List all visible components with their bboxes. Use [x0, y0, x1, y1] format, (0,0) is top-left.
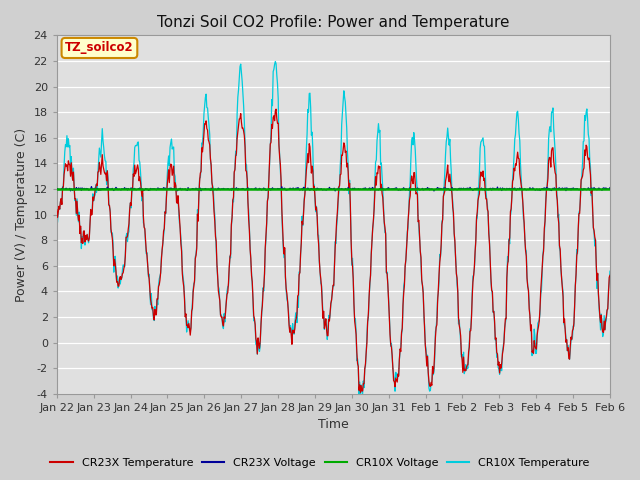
- Text: TZ_soilco2: TZ_soilco2: [65, 41, 134, 54]
- X-axis label: Time: Time: [318, 419, 349, 432]
- Title: Tonzi Soil CO2 Profile: Power and Temperature: Tonzi Soil CO2 Profile: Power and Temper…: [157, 15, 509, 30]
- Y-axis label: Power (V) / Temperature (C): Power (V) / Temperature (C): [15, 128, 28, 301]
- Legend: CR23X Temperature, CR23X Voltage, CR10X Voltage, CR10X Temperature: CR23X Temperature, CR23X Voltage, CR10X …: [46, 453, 594, 472]
